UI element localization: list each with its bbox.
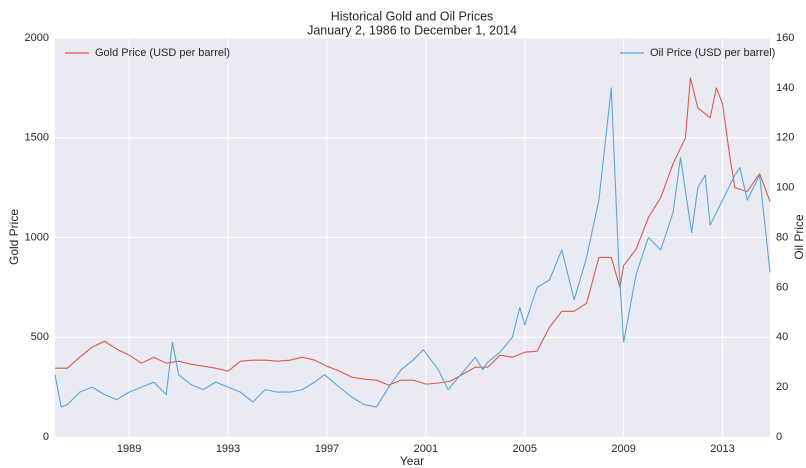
y2-tick-label: 160 [776, 32, 794, 44]
legend-label: Gold Price (USD per barrel) [95, 47, 230, 59]
y-axis-label: Gold Price [7, 209, 21, 265]
y2-tick-label: 100 [776, 182, 794, 194]
legend-item: Gold Price (USD per barrel) [65, 47, 230, 59]
line-series [54, 87, 771, 408]
y2-tick-label: 60 [776, 281, 788, 293]
y2-tick-label: 0 [776, 431, 782, 443]
grid [55, 37, 770, 438]
y-tick-label: 1000 [25, 231, 49, 243]
x-tick-label: 2013 [710, 443, 734, 455]
y-tick-label: 1500 [25, 132, 49, 144]
legend-item: Oil Price (USD per barrel) [620, 47, 775, 59]
chart-title: Historical Gold and Oil Prices [331, 9, 494, 23]
x-tick-label: 2001 [414, 443, 438, 455]
y2-tick-label: 40 [776, 331, 788, 343]
y2-tick-label: 120 [776, 132, 794, 144]
chart-subtitle: January 2, 1986 to December 1, 2014 [307, 23, 517, 37]
y-tick-label: 500 [31, 331, 49, 343]
y-tick-label: 0 [43, 431, 49, 443]
y2-tick-label: 80 [776, 231, 788, 243]
x-axis-label: Year [400, 454, 424, 468]
line-series [55, 77, 771, 386]
y2-tick-label: 20 [776, 381, 788, 393]
x-tick-label: 1997 [315, 443, 339, 455]
x-tick-label: 1993 [216, 443, 240, 455]
x-tick-label: 2005 [513, 443, 537, 455]
x-tick-label: 1989 [117, 443, 141, 455]
y-tick-label: 2000 [25, 32, 49, 44]
y2-tick-label: 140 [776, 82, 794, 94]
legend-label: Oil Price (USD per barrel) [650, 47, 775, 59]
y2-axis-label: Oil Price [792, 214, 806, 260]
x-tick-label: 2009 [611, 443, 635, 455]
